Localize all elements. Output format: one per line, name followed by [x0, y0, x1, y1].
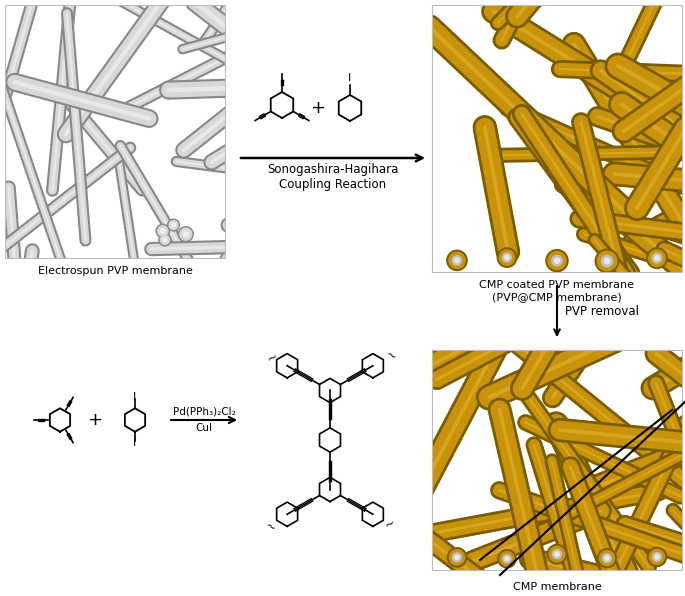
Circle shape: [500, 552, 514, 566]
Text: Pd(PPh₃)₂Cl₂: Pd(PPh₃)₂Cl₂: [173, 407, 236, 417]
Circle shape: [603, 554, 612, 563]
Circle shape: [647, 547, 667, 566]
Text: Electrospun PVP membrane: Electrospun PVP membrane: [38, 266, 192, 276]
Circle shape: [605, 556, 609, 560]
Circle shape: [505, 255, 509, 260]
Text: I: I: [134, 437, 136, 448]
Bar: [432, 350, 682, 570]
Circle shape: [595, 249, 619, 273]
Circle shape: [555, 552, 559, 557]
Circle shape: [655, 256, 660, 260]
Circle shape: [447, 250, 467, 271]
Circle shape: [503, 555, 511, 563]
Circle shape: [449, 252, 465, 269]
Circle shape: [554, 258, 560, 263]
Circle shape: [649, 250, 665, 266]
Circle shape: [159, 234, 171, 246]
Circle shape: [452, 256, 462, 265]
Circle shape: [655, 555, 659, 559]
Circle shape: [171, 223, 175, 227]
Text: +: +: [88, 411, 103, 429]
Text: ~: ~: [262, 516, 277, 533]
Circle shape: [163, 238, 167, 242]
Text: Sonogashira-Hagihara
Coupling Reaction: Sonogashira-Hagihara Coupling Reaction: [267, 163, 399, 191]
Text: I: I: [349, 73, 351, 83]
Circle shape: [168, 219, 179, 231]
Text: CMP membrane: CMP membrane: [512, 582, 601, 592]
Text: CuI: CuI: [195, 423, 212, 433]
Circle shape: [453, 553, 462, 562]
Circle shape: [449, 550, 464, 565]
Circle shape: [649, 550, 664, 564]
Text: ~: ~: [382, 347, 398, 364]
Circle shape: [647, 248, 667, 268]
Circle shape: [597, 548, 617, 567]
Circle shape: [183, 231, 188, 237]
Circle shape: [497, 248, 516, 267]
Circle shape: [503, 253, 512, 262]
Text: ~: ~: [382, 516, 398, 533]
Text: ~: ~: [262, 347, 277, 364]
Circle shape: [447, 548, 466, 567]
Bar: [432, 5, 682, 272]
Circle shape: [599, 551, 614, 566]
Text: PVP removal: PVP removal: [565, 305, 639, 318]
Circle shape: [179, 228, 192, 240]
Circle shape: [498, 550, 516, 568]
Circle shape: [551, 256, 562, 266]
Circle shape: [553, 550, 562, 558]
Circle shape: [455, 258, 460, 263]
Bar: [5, 5, 225, 258]
Circle shape: [499, 250, 514, 265]
Circle shape: [160, 235, 169, 244]
Text: I: I: [134, 392, 136, 402]
Circle shape: [546, 250, 568, 272]
Circle shape: [156, 224, 169, 238]
Circle shape: [160, 229, 165, 233]
Text: CMP coated PVP membrane
(PVP@CMP membrane): CMP coated PVP membrane (PVP@CMP membran…: [479, 280, 634, 302]
Circle shape: [455, 555, 459, 560]
Text: +: +: [310, 99, 325, 117]
Circle shape: [169, 221, 178, 229]
Circle shape: [601, 255, 612, 266]
Circle shape: [158, 226, 168, 236]
Circle shape: [652, 253, 662, 263]
Circle shape: [505, 557, 509, 561]
Circle shape: [597, 252, 617, 271]
Circle shape: [549, 547, 564, 562]
Circle shape: [547, 544, 566, 564]
Circle shape: [178, 226, 193, 241]
Circle shape: [548, 252, 566, 270]
Circle shape: [653, 552, 662, 561]
Circle shape: [604, 258, 610, 264]
